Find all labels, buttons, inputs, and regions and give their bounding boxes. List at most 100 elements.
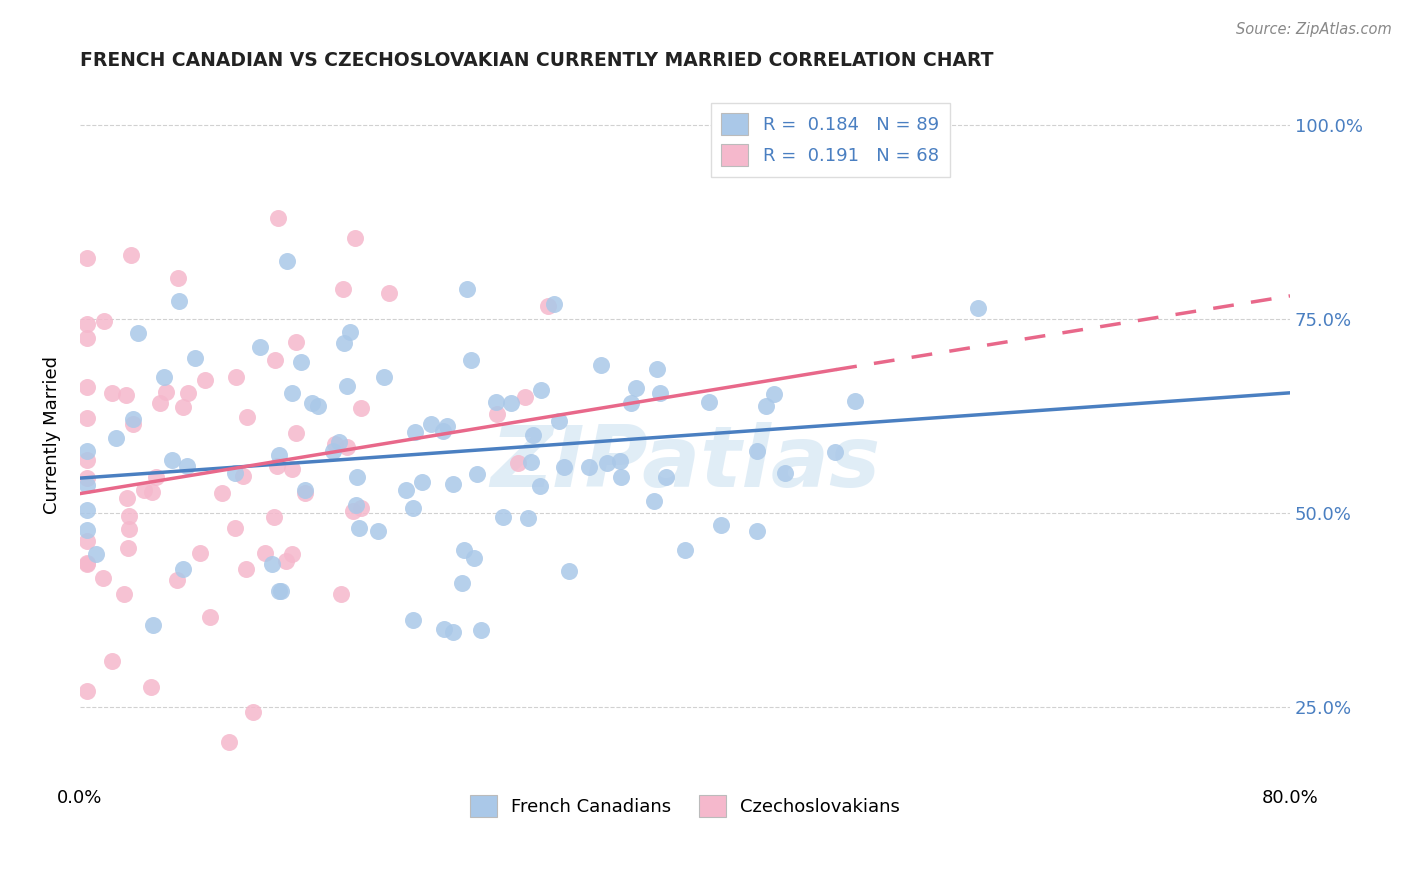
Point	[177, 386, 200, 401]
Point	[120, 247, 142, 261]
Point	[76, 444, 98, 458]
Text: Source: ZipAtlas.com: Source: ZipAtlas.com	[1236, 22, 1392, 37]
Point	[513, 390, 536, 404]
Point	[470, 624, 492, 638]
Point	[350, 401, 373, 415]
Point	[485, 395, 508, 409]
Point	[463, 551, 485, 566]
Point	[91, 572, 114, 586]
Point	[101, 654, 124, 668]
Point	[145, 470, 167, 484]
Point	[824, 445, 846, 459]
Point	[516, 510, 538, 524]
Point	[456, 282, 478, 296]
Point	[441, 624, 464, 639]
Text: ZIPatlas: ZIPatlas	[489, 422, 880, 505]
Point	[76, 380, 98, 394]
Point	[155, 384, 177, 399]
Point	[349, 501, 371, 516]
Point	[620, 396, 643, 410]
Point	[172, 400, 194, 414]
Point	[115, 388, 138, 402]
Point	[184, 351, 207, 365]
Point	[249, 340, 271, 354]
Point	[373, 370, 395, 384]
Point	[224, 466, 246, 480]
Point	[267, 583, 290, 598]
Point	[235, 562, 257, 576]
Point	[335, 378, 357, 392]
Point	[194, 373, 217, 387]
Point	[188, 546, 211, 560]
Point	[76, 556, 98, 570]
Point	[76, 317, 98, 331]
Point	[167, 293, 190, 308]
Y-axis label: Currently Married: Currently Married	[44, 357, 60, 515]
Point	[218, 735, 240, 749]
Point	[162, 453, 184, 467]
Point	[141, 680, 163, 694]
Point	[763, 387, 786, 401]
Point	[263, 509, 285, 524]
Point	[339, 325, 361, 339]
Point	[266, 458, 288, 473]
Point	[367, 524, 389, 539]
Point	[280, 461, 302, 475]
Point	[520, 455, 543, 469]
Point	[710, 518, 733, 533]
Point	[529, 479, 551, 493]
Point	[333, 335, 356, 350]
Point	[127, 326, 149, 340]
Point	[506, 456, 529, 470]
Point	[117, 522, 139, 536]
Point	[420, 417, 443, 431]
Point	[346, 470, 368, 484]
Point	[522, 428, 544, 442]
Point	[553, 459, 575, 474]
Point	[530, 383, 553, 397]
Point	[650, 386, 672, 401]
Point	[84, 547, 107, 561]
Point	[166, 573, 188, 587]
Point	[411, 475, 433, 490]
Point	[747, 443, 769, 458]
Point	[224, 521, 246, 535]
Point	[624, 381, 647, 395]
Point	[260, 557, 283, 571]
Point	[465, 467, 488, 482]
Point	[655, 470, 678, 484]
Point	[775, 467, 797, 481]
Point	[332, 283, 354, 297]
Point	[645, 362, 668, 376]
Point	[675, 542, 697, 557]
Point	[93, 314, 115, 328]
Point	[578, 459, 600, 474]
Point	[537, 299, 560, 313]
Point	[153, 370, 176, 384]
Point	[330, 587, 353, 601]
Point	[432, 622, 454, 636]
Point	[264, 352, 287, 367]
Point	[485, 407, 508, 421]
Point	[211, 486, 233, 500]
Point	[844, 394, 866, 409]
Point	[323, 437, 346, 451]
Point	[344, 498, 367, 512]
Point	[76, 558, 98, 572]
Point	[76, 478, 98, 492]
Point	[343, 230, 366, 244]
Point	[745, 524, 768, 538]
Point	[76, 251, 98, 265]
Point	[104, 431, 127, 445]
Point	[643, 493, 665, 508]
Point	[76, 330, 98, 344]
Point	[755, 399, 778, 413]
Point	[76, 453, 98, 467]
Point	[328, 435, 350, 450]
Point	[543, 297, 565, 311]
Point	[76, 411, 98, 425]
Point	[176, 458, 198, 473]
Point	[117, 541, 139, 556]
Point	[547, 414, 569, 428]
Point	[270, 584, 292, 599]
